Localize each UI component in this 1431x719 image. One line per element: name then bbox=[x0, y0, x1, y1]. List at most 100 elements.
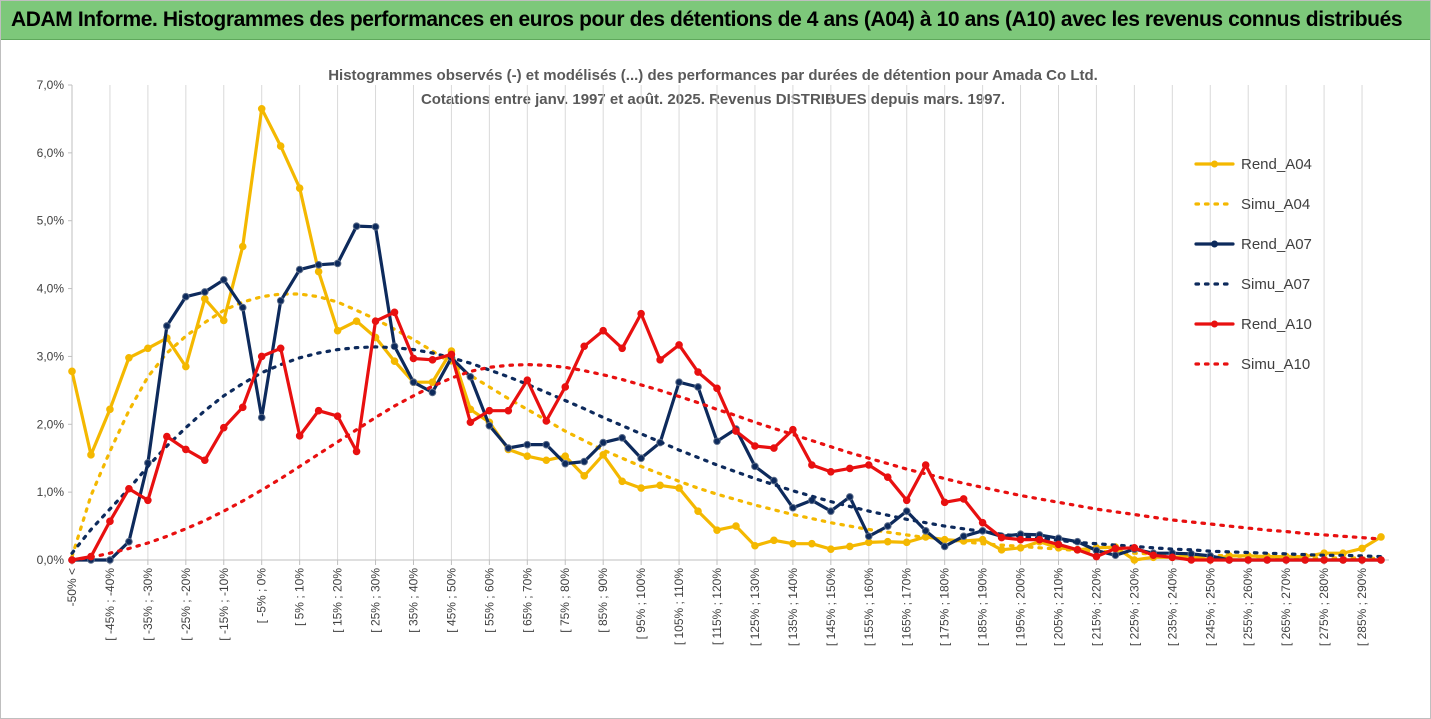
data-point bbox=[580, 457, 589, 466]
legend: Rend_A04 Simu_A04 Rend_A07 Simu_A07 Rend_A10… bbox=[1194, 156, 1312, 373]
x-tick-label: [ 235% ; 240% bbox=[1165, 568, 1179, 646]
data-point bbox=[978, 535, 987, 544]
y-tick-label: 1,0% bbox=[37, 485, 65, 499]
data-point bbox=[409, 378, 418, 387]
data-point bbox=[295, 265, 304, 274]
data-point bbox=[1377, 556, 1385, 564]
data-point bbox=[675, 341, 683, 349]
data-point bbox=[561, 383, 570, 391]
x-tick-label: [ -35% ; -30% bbox=[141, 568, 155, 641]
data-point bbox=[219, 275, 228, 284]
data-point bbox=[940, 498, 949, 507]
x-tick-label: [ 245% ; 250% bbox=[1203, 568, 1217, 646]
data-point bbox=[219, 316, 228, 325]
data-point bbox=[333, 259, 342, 268]
data-point bbox=[827, 545, 835, 553]
legend-label: Simu_A04 bbox=[1241, 196, 1310, 213]
y-tick-label: 4,0% bbox=[37, 282, 65, 296]
data-point bbox=[751, 462, 759, 471]
data-point bbox=[883, 537, 892, 546]
x-tick-label: [ 185% ; 190% bbox=[976, 568, 990, 646]
data-point bbox=[978, 518, 987, 527]
data-point bbox=[1073, 546, 1082, 554]
data-point bbox=[694, 383, 702, 391]
data-point bbox=[637, 484, 645, 492]
data-point bbox=[864, 532, 873, 541]
data-point bbox=[295, 432, 304, 440]
data-point bbox=[883, 522, 892, 530]
x-tick-label: [ -45% ; -40% bbox=[103, 568, 117, 641]
data-point bbox=[144, 344, 152, 353]
data-point bbox=[87, 451, 95, 459]
x-tick-label: [ 105% ; 110% bbox=[672, 568, 686, 645]
x-tick-label: [ 65% ; 70% bbox=[520, 568, 534, 633]
x-tick-label: [ -25% ; -20% bbox=[179, 568, 193, 641]
legend-label: Rend_A07 bbox=[1241, 236, 1312, 253]
data-point bbox=[106, 405, 114, 414]
data-point bbox=[921, 527, 930, 535]
data-point bbox=[485, 421, 494, 430]
data-point bbox=[1111, 544, 1120, 553]
data-point bbox=[200, 288, 209, 296]
legend-label: Simu_A10 bbox=[1241, 356, 1310, 373]
data-point bbox=[1149, 551, 1158, 560]
data-point bbox=[144, 496, 152, 505]
series-line-rend-a10 bbox=[70, 310, 1383, 562]
x-tick-label: [ 5% ; 10% bbox=[293, 568, 307, 626]
data-point bbox=[599, 438, 607, 447]
data-point bbox=[561, 452, 570, 460]
data-point bbox=[504, 406, 513, 415]
data-point bbox=[618, 477, 626, 486]
data-point bbox=[656, 481, 664, 490]
y-tick-label: 3,0% bbox=[37, 349, 65, 363]
data-point bbox=[789, 425, 797, 434]
data-point bbox=[846, 542, 854, 551]
x-tick-label: -50% < bbox=[65, 568, 79, 606]
data-point bbox=[656, 356, 664, 364]
data-point bbox=[238, 242, 247, 251]
series-line-rend-a07 bbox=[70, 224, 1383, 562]
data-point bbox=[580, 472, 589, 480]
data-point bbox=[523, 452, 532, 460]
data-point bbox=[1168, 553, 1177, 562]
data-point bbox=[523, 440, 532, 449]
data-point bbox=[1225, 556, 1234, 564]
data-point bbox=[997, 533, 1006, 542]
data-point bbox=[808, 461, 816, 469]
data-point bbox=[182, 362, 190, 371]
data-point bbox=[1016, 535, 1025, 544]
data-point bbox=[371, 317, 380, 325]
data-point bbox=[219, 423, 228, 432]
data-point bbox=[257, 352, 266, 361]
data-point bbox=[238, 303, 247, 312]
data-point bbox=[770, 476, 778, 485]
data-point bbox=[371, 223, 380, 231]
x-tick-label: [ 255% ; 260% bbox=[1241, 568, 1255, 646]
data-point bbox=[940, 542, 949, 551]
y-tick-label: 6,0% bbox=[37, 146, 65, 160]
series-line-simu-a04 bbox=[70, 292, 1383, 561]
x-axis: -50% < [ -45% ; -40% [ -35% ; -30% [ -25% ;… bbox=[65, 559, 1389, 646]
data-point bbox=[352, 317, 361, 325]
x-tick-label: [ 55% ; 60% bbox=[482, 568, 496, 633]
data-point bbox=[1358, 544, 1366, 553]
data-point bbox=[713, 384, 721, 393]
data-point bbox=[1358, 556, 1366, 564]
data-point bbox=[257, 413, 266, 422]
data-point bbox=[1282, 556, 1290, 564]
x-tick-label: [ 225% ; 230% bbox=[1127, 568, 1141, 646]
y-tick-label: 0,0% bbox=[37, 553, 65, 567]
data-point bbox=[542, 440, 551, 449]
x-tick-label: [ 195% ; 200% bbox=[1014, 568, 1028, 646]
data-point bbox=[106, 556, 114, 564]
data-point bbox=[732, 522, 740, 530]
data-point bbox=[902, 538, 911, 547]
data-point bbox=[125, 537, 133, 546]
data-point bbox=[1206, 556, 1215, 564]
x-tick-label: [ 175% ; 180% bbox=[938, 568, 952, 646]
data-point bbox=[1035, 535, 1044, 544]
data-point bbox=[770, 536, 778, 545]
data-point bbox=[428, 388, 437, 397]
data-point bbox=[314, 267, 323, 276]
data-point bbox=[542, 456, 551, 465]
